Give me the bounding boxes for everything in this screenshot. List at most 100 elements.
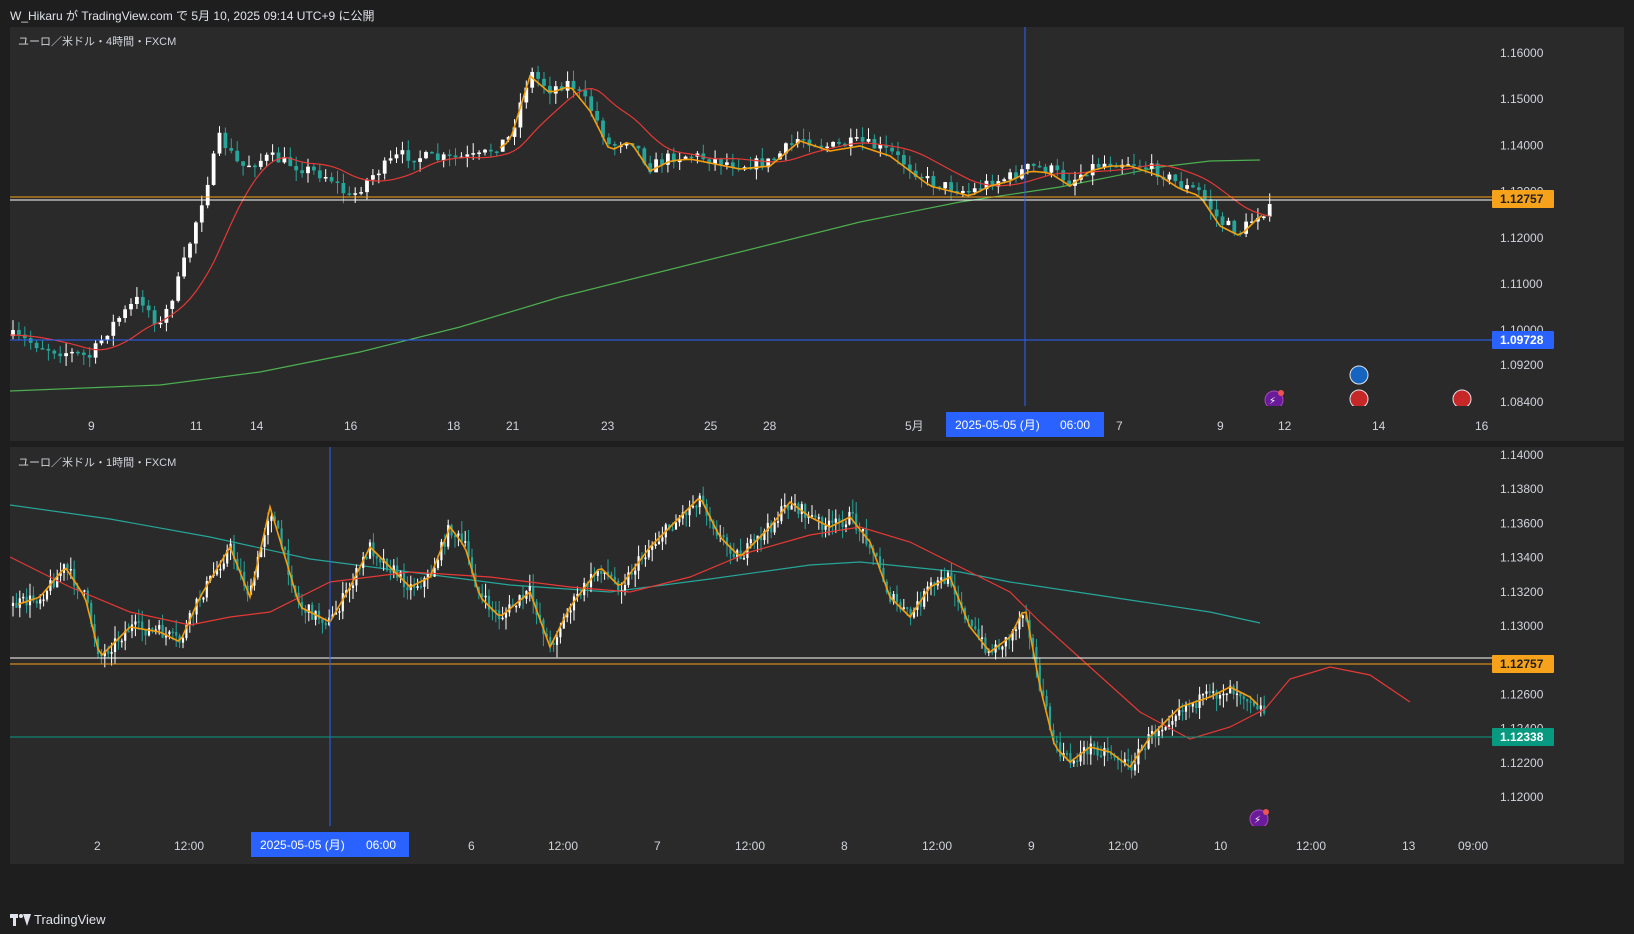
candle-body — [1102, 163, 1107, 168]
candle-body — [834, 518, 837, 523]
time-axis-4h[interactable]: 9 11 14 16 18 21 23 25 28 5月 7 9 12 14 16 2025-05-05 (月… — [10, 406, 1624, 444]
candle-body — [1099, 755, 1103, 758]
candle-body — [549, 636, 552, 643]
candle-body — [1256, 218, 1260, 222]
candle-body — [729, 545, 732, 554]
time-axis-1h[interactable]: 2 12:00 6 12:00 7 12:00 8 12:00 9 12:00 10 12:00 13 0… — [10, 826, 1624, 864]
candle-body — [399, 571, 402, 578]
candle-body — [83, 590, 86, 592]
candle-body — [1267, 204, 1272, 217]
candle-body — [698, 495, 701, 508]
candle-body — [1089, 743, 1092, 755]
candle-body — [577, 89, 582, 91]
candles-1h — [11, 486, 1266, 779]
candle-body — [1239, 693, 1242, 697]
price-tick-label: 1.12000 — [1500, 231, 1544, 245]
candle-body — [1188, 705, 1191, 707]
date-tick-label: 16 — [1475, 419, 1489, 433]
candle-body — [58, 353, 63, 357]
candle-body — [923, 591, 926, 607]
candle-body — [899, 602, 902, 610]
candle-body — [260, 547, 263, 558]
candle-body — [524, 87, 529, 103]
date-tick-label: 12:00 — [922, 839, 952, 853]
date-tick-label: 12:00 — [174, 839, 204, 853]
candle-body — [123, 309, 127, 318]
date-tick-label: 12 — [1278, 419, 1292, 433]
candle-body — [1174, 715, 1177, 722]
candle-body — [601, 120, 605, 138]
candle-body — [925, 176, 930, 179]
candle-body — [991, 650, 994, 653]
date-tick-label: 7 — [654, 839, 661, 853]
candle-body — [241, 161, 245, 166]
chart-canvas-4h[interactable]: 1.160001.150001.140001.130001.120001.110… — [10, 27, 1624, 407]
price-tick-label: 1.15000 — [1500, 92, 1544, 106]
price-tick-label: 1.08400 — [1500, 395, 1544, 407]
candle-body — [317, 610, 321, 619]
candle-body — [1218, 695, 1222, 699]
candles-4h — [11, 65, 1272, 368]
candle-body — [896, 151, 900, 156]
candle-body — [185, 624, 188, 639]
candle-body — [365, 179, 369, 193]
candle-body — [1195, 702, 1198, 708]
candle-body — [124, 630, 127, 641]
candle-body — [760, 158, 765, 168]
candle-body — [202, 597, 205, 600]
tradingview-logo[interactable]: TradingView — [10, 912, 106, 927]
candle-body — [453, 155, 458, 158]
price-tick-label: 1.14000 — [1500, 138, 1544, 152]
candle-body — [34, 342, 39, 349]
chart-pane-4h[interactable]: 1.160001.150001.140001.130001.120001.110… — [10, 27, 1624, 442]
candle-body — [362, 556, 365, 568]
candle-body — [825, 146, 830, 149]
candle-body — [678, 518, 681, 523]
candle-body — [1157, 730, 1160, 737]
candle-body — [766, 158, 771, 168]
candle-body — [776, 521, 780, 523]
candle-body — [467, 541, 470, 558]
chart-canvas-1h[interactable]: 1.14000 1.13800 1.13600 1.13400 1.13200 1.130… — [10, 447, 1624, 827]
candle-body — [62, 564, 66, 573]
candle-body — [612, 144, 617, 146]
candle-body — [553, 86, 558, 94]
candle-body — [56, 576, 59, 588]
candle-body — [1154, 730, 1157, 737]
candle-body — [759, 535, 763, 541]
candle-body — [1178, 710, 1181, 716]
ma-teal-line — [10, 504, 1261, 624]
date-tick-label: 9 — [1217, 419, 1224, 433]
candle-body — [424, 152, 428, 159]
candle-body — [90, 602, 93, 624]
candle-body — [181, 638, 185, 643]
candle-body — [87, 354, 92, 358]
candle-body — [70, 351, 74, 354]
candle-body — [1179, 181, 1184, 189]
candle-body — [1048, 706, 1052, 731]
date-tick-label: 2 — [94, 839, 101, 853]
candle-body — [276, 152, 281, 163]
price-tag-bg — [1492, 728, 1554, 746]
eu-flag-icon — [1349, 365, 1369, 385]
candle-body — [1246, 698, 1249, 702]
candle-body — [1208, 199, 1213, 210]
candle-body — [307, 604, 310, 613]
candle-body — [1061, 170, 1066, 181]
crosshair-price-tag: 1.09728 — [1492, 331, 1554, 349]
candle-body — [64, 353, 68, 357]
candle-body — [1020, 169, 1024, 179]
candle-body — [323, 177, 328, 179]
chart-pane-1h[interactable]: 1.14000 1.13800 1.13600 1.13400 1.13200 1.130… — [10, 447, 1624, 863]
candle-body — [235, 150, 240, 162]
pane-separator[interactable] — [10, 441, 1624, 447]
candle-body — [215, 568, 219, 575]
candle-body — [176, 276, 181, 301]
candle-body — [1181, 710, 1184, 712]
event-icons-4h: ⚡ — [1264, 365, 1472, 407]
candle-body — [168, 631, 171, 635]
candle-body — [158, 322, 163, 325]
candle-body — [634, 570, 637, 575]
candle-body — [435, 153, 440, 161]
date-tick-label: 14 — [250, 419, 264, 433]
